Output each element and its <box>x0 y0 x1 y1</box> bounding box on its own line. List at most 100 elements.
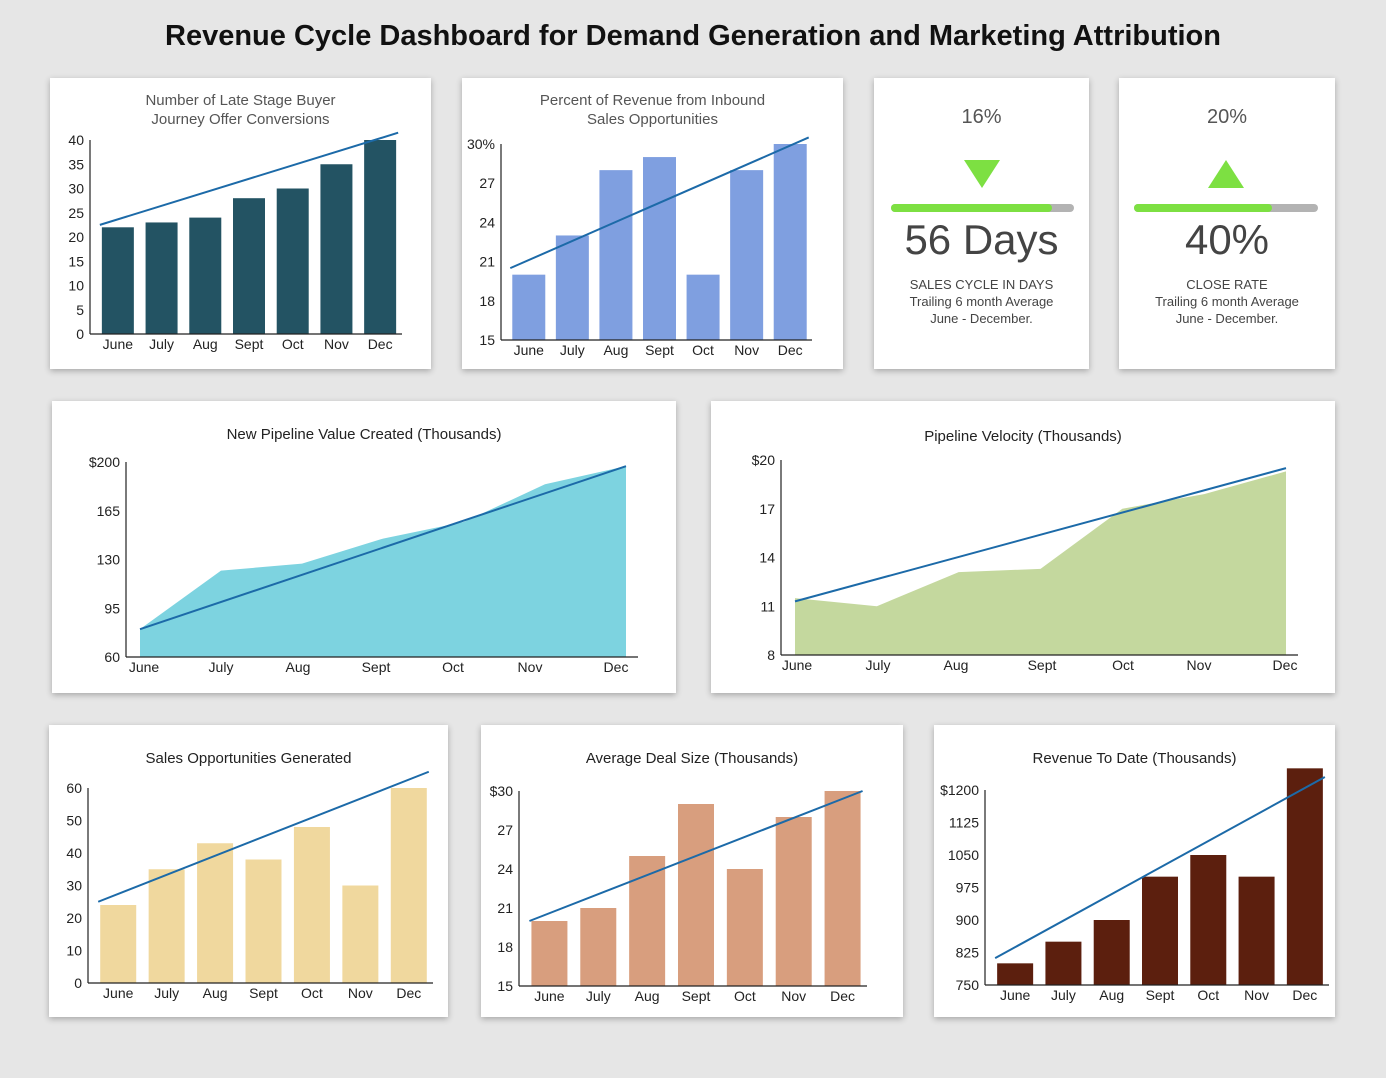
chart-card-revenue-to-date: Revenue To Date (Thousands) 750 825 900 975… <box>934 725 1335 1017</box>
x-tick-label: Aug <box>286 659 311 675</box>
chart-title-line2: Sales Opportunities <box>587 111 718 128</box>
chart-title: Pipeline Velocity (Thousands) <box>924 428 1122 445</box>
y-tick-label: 40 <box>68 132 84 148</box>
bar <box>148 869 185 983</box>
y-tick-label: 27 <box>497 822 513 838</box>
bar <box>233 198 265 334</box>
x-tick-label: Aug <box>1099 987 1124 1003</box>
area-series <box>140 466 626 657</box>
chart-title: Average Deal Size (Thousands) <box>585 750 799 767</box>
bar <box>730 170 764 340</box>
x-tick-label: Aug <box>193 336 218 352</box>
chart-title-line1: Number of Late Stage Buyer <box>145 92 336 109</box>
chart-title: Sales Opportunities Generated <box>145 750 352 767</box>
trend-line <box>139 465 627 631</box>
x-tick-label: Dec <box>830 988 855 1004</box>
bar <box>599 170 633 340</box>
sales-opportunities-chart: 0 10 20 30 40 50 60 June July Aug Sept Oct Nov Dec <box>66 770 433 1001</box>
x-tick-label: July <box>560 342 585 358</box>
bar <box>629 856 666 986</box>
y-tick-label: 14 <box>759 550 775 566</box>
bar <box>390 788 427 983</box>
x-tick-label: Aug <box>635 988 660 1004</box>
bar <box>531 921 568 986</box>
bar <box>1093 920 1130 985</box>
trend-line <box>99 131 399 226</box>
y-tick-label: 60 <box>104 649 120 665</box>
x-tick-label: Dec <box>368 336 393 352</box>
trend-line <box>794 467 1287 603</box>
chart-card-inbound-revenue-percent: Percent of Revenue from Inbound Sales Op… <box>462 78 843 369</box>
trend-line <box>529 790 863 922</box>
bar <box>580 908 617 986</box>
x-tick-label: June <box>129 659 160 675</box>
kpi-sub1: Trailing 6 month Average <box>909 294 1054 309</box>
kpi-card-close-rate: 20% 40% CLOSE RATE Trailing 6 month Aver… <box>1119 78 1335 369</box>
y-tick-label: 25 <box>68 205 84 221</box>
x-tick-label: Dec <box>604 659 629 675</box>
bar <box>1142 876 1178 985</box>
area-series <box>795 471 1286 655</box>
x-tick-label: Dec <box>778 342 803 358</box>
x-tick-label: Nov <box>1187 657 1212 673</box>
bar <box>775 817 812 986</box>
bar <box>555 235 589 340</box>
x-tick-label: July <box>866 657 891 673</box>
bar <box>145 222 178 334</box>
bar <box>773 144 807 340</box>
y-tick-label: 95 <box>104 600 120 616</box>
y-tick-label: 24 <box>497 861 513 877</box>
bar <box>726 869 763 986</box>
revenue-to-date-chart: 750 825 900 975 1050 1125 $1200 June July Aug Sept… <box>940 768 1329 1003</box>
x-tick-label: Sept <box>1028 657 1057 673</box>
new-pipeline-value-chart: 60 95 130 165 $200 June July Aug Sept Oct Nov Dec <box>89 454 638 675</box>
bar <box>276 188 309 334</box>
y-tick-label: 60 <box>66 780 82 796</box>
chart-title: Percent of Revenue from Inbound Sales Op… <box>462 91 843 129</box>
y-tick-label: 10 <box>66 943 82 959</box>
kpi-indicator <box>891 160 1074 212</box>
x-tick-label: Nov <box>1244 987 1269 1003</box>
bar <box>100 905 137 983</box>
bar <box>245 859 282 983</box>
kpi-progress <box>1134 204 1272 212</box>
x-tick-label: Sept <box>362 659 391 675</box>
y-tick-label: 0 <box>74 975 82 991</box>
x-tick-label: Nov <box>348 985 373 1001</box>
y-tick-label: 15 <box>68 253 84 269</box>
x-tick-label: July <box>1051 987 1076 1003</box>
y-tick-label: $1200 <box>940 782 979 798</box>
y-tick-label: 0 <box>76 326 84 342</box>
trend-line <box>509 136 810 270</box>
bar <box>364 140 397 334</box>
x-tick-label: Nov <box>518 659 543 675</box>
y-tick-label: 20 <box>66 910 82 926</box>
y-tick-label: $30 <box>490 783 514 799</box>
x-tick-label: Oct <box>1112 657 1134 673</box>
bar <box>678 804 714 986</box>
x-tick-label: Nov <box>781 988 806 1004</box>
x-tick-label: Aug <box>603 342 628 358</box>
kpi-sub2: June - December. <box>930 311 1033 326</box>
y-tick-label: 10 <box>68 278 84 294</box>
x-tick-label: Sept <box>1146 987 1175 1003</box>
bar <box>686 274 720 340</box>
y-tick-label: 17 <box>759 501 775 517</box>
y-tick-label: 5 <box>76 302 84 318</box>
bar <box>189 217 222 334</box>
kpi-value: 40% <box>1184 216 1270 263</box>
chart-card-average-deal-size: Average Deal Size (Thousands) 15 18 21 24 27… <box>481 725 903 1017</box>
x-tick-label: Sept <box>682 988 711 1004</box>
y-tick-label: 1050 <box>948 847 979 863</box>
chart-card-sales-opportunities: Sales Opportunities Generated 0 10 20 30 40 5… <box>49 725 448 1017</box>
kpi-progress <box>891 204 1052 212</box>
kpi-sub2: June - December. <box>1175 311 1279 326</box>
y-tick-label: 130 <box>97 552 121 568</box>
kpi-card-sales-cycle: 16% 56 Days SALES CYCLE IN DAYS Trailing… <box>874 78 1089 369</box>
bar <box>320 164 353 334</box>
y-tick-label: 750 <box>956 977 980 993</box>
x-tick-label: Oct <box>442 659 464 675</box>
kpi-sub1: Trailing 6 month Average <box>1155 294 1299 309</box>
y-tick-label: 8 <box>767 647 775 663</box>
kpi-value: 56 Days <box>904 216 1059 263</box>
